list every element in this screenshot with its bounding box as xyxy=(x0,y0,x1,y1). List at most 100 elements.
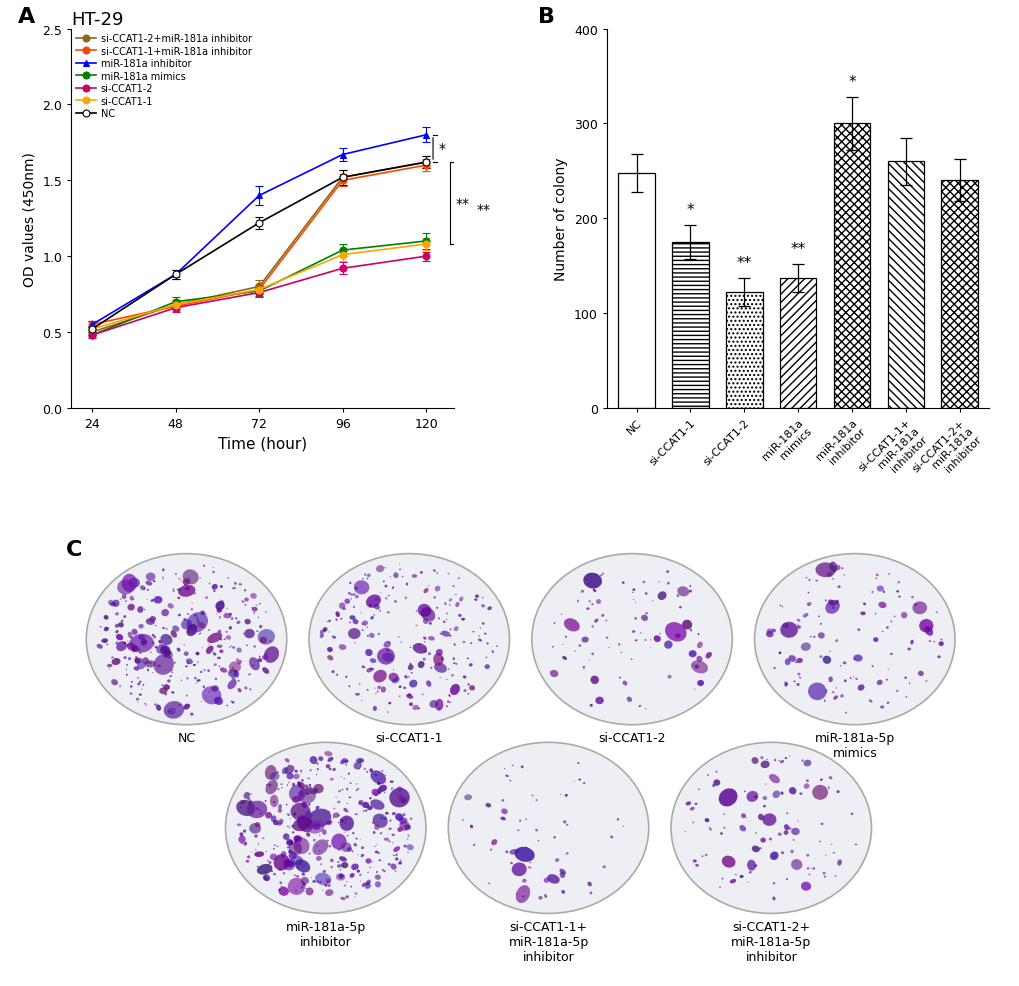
Ellipse shape xyxy=(418,644,421,646)
Ellipse shape xyxy=(258,617,259,618)
Ellipse shape xyxy=(219,650,223,654)
Ellipse shape xyxy=(619,677,621,678)
Ellipse shape xyxy=(383,817,387,820)
Ellipse shape xyxy=(358,768,360,770)
Ellipse shape xyxy=(346,847,352,852)
Ellipse shape xyxy=(206,646,213,655)
Ellipse shape xyxy=(309,784,311,787)
Ellipse shape xyxy=(100,626,102,628)
Ellipse shape xyxy=(256,854,258,856)
Ellipse shape xyxy=(430,668,432,669)
Ellipse shape xyxy=(372,821,374,824)
Ellipse shape xyxy=(819,779,822,781)
Ellipse shape xyxy=(836,791,839,794)
Ellipse shape xyxy=(796,624,797,625)
Ellipse shape xyxy=(161,684,163,686)
Ellipse shape xyxy=(364,768,366,770)
Ellipse shape xyxy=(309,853,310,855)
Ellipse shape xyxy=(370,616,374,620)
Ellipse shape xyxy=(366,627,368,628)
Ellipse shape xyxy=(280,851,286,858)
Ellipse shape xyxy=(171,669,172,672)
Ellipse shape xyxy=(644,612,647,615)
Ellipse shape xyxy=(396,787,403,792)
Ellipse shape xyxy=(167,603,173,609)
Ellipse shape xyxy=(764,784,765,785)
Ellipse shape xyxy=(688,590,691,593)
Ellipse shape xyxy=(152,642,154,645)
Ellipse shape xyxy=(370,800,384,810)
Ellipse shape xyxy=(301,773,302,774)
Ellipse shape xyxy=(875,586,883,592)
Ellipse shape xyxy=(404,675,408,679)
Ellipse shape xyxy=(820,822,822,825)
Ellipse shape xyxy=(484,633,486,635)
Ellipse shape xyxy=(250,794,252,795)
Ellipse shape xyxy=(378,860,381,862)
Ellipse shape xyxy=(307,778,310,780)
Ellipse shape xyxy=(374,774,377,777)
Ellipse shape xyxy=(131,646,138,653)
Ellipse shape xyxy=(832,607,834,609)
Ellipse shape xyxy=(779,605,781,606)
Ellipse shape xyxy=(807,593,808,594)
Ellipse shape xyxy=(551,646,553,648)
Ellipse shape xyxy=(143,658,149,665)
Ellipse shape xyxy=(253,646,256,648)
Ellipse shape xyxy=(782,623,789,629)
Ellipse shape xyxy=(868,700,871,703)
Ellipse shape xyxy=(160,647,171,656)
Ellipse shape xyxy=(522,895,525,897)
Ellipse shape xyxy=(343,809,347,812)
Ellipse shape xyxy=(203,669,206,671)
Ellipse shape xyxy=(671,742,870,913)
Ellipse shape xyxy=(302,802,308,808)
Ellipse shape xyxy=(591,603,593,605)
Ellipse shape xyxy=(862,602,865,605)
Ellipse shape xyxy=(220,586,222,589)
Ellipse shape xyxy=(328,768,331,770)
Ellipse shape xyxy=(191,608,193,611)
Ellipse shape xyxy=(595,599,600,604)
Ellipse shape xyxy=(491,839,497,845)
Ellipse shape xyxy=(235,617,237,620)
Ellipse shape xyxy=(245,604,247,606)
Ellipse shape xyxy=(337,849,340,851)
Ellipse shape xyxy=(463,689,467,692)
Ellipse shape xyxy=(193,665,196,667)
Ellipse shape xyxy=(880,631,882,632)
Ellipse shape xyxy=(362,667,365,669)
Ellipse shape xyxy=(257,864,272,875)
Ellipse shape xyxy=(310,826,312,828)
Ellipse shape xyxy=(186,613,189,615)
Ellipse shape xyxy=(276,771,278,774)
Ellipse shape xyxy=(330,866,332,869)
Ellipse shape xyxy=(748,872,751,874)
Ellipse shape xyxy=(178,586,196,598)
Ellipse shape xyxy=(242,835,243,837)
Ellipse shape xyxy=(294,860,310,873)
Ellipse shape xyxy=(300,863,303,866)
Ellipse shape xyxy=(595,697,603,705)
Ellipse shape xyxy=(258,843,259,844)
Ellipse shape xyxy=(377,633,380,635)
Legend: si-CCAT1-2+miR-181a inhibitor, si-CCAT1-1+miR-181a inhibitor, miR-181a inhibitor: si-CCAT1-2+miR-181a inhibitor, si-CCAT1-… xyxy=(76,35,252,119)
Ellipse shape xyxy=(322,870,326,874)
Ellipse shape xyxy=(251,607,254,609)
Ellipse shape xyxy=(316,774,317,775)
Ellipse shape xyxy=(165,651,173,660)
Ellipse shape xyxy=(435,649,442,656)
Ellipse shape xyxy=(217,630,221,634)
Ellipse shape xyxy=(929,628,930,629)
Ellipse shape xyxy=(928,641,930,642)
Ellipse shape xyxy=(115,612,119,616)
Ellipse shape xyxy=(445,679,447,680)
Ellipse shape xyxy=(163,684,170,690)
Ellipse shape xyxy=(259,656,260,658)
Ellipse shape xyxy=(177,598,180,599)
Ellipse shape xyxy=(826,787,829,789)
Ellipse shape xyxy=(362,621,368,626)
Ellipse shape xyxy=(104,615,108,620)
Ellipse shape xyxy=(244,842,247,846)
Ellipse shape xyxy=(422,658,425,661)
